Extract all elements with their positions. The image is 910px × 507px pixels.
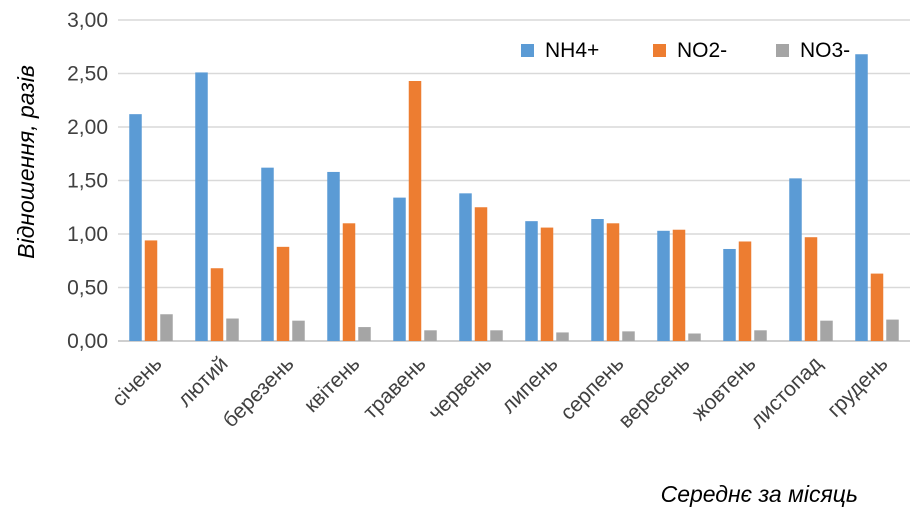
bar-NH4+-січень — [129, 114, 142, 341]
bar-NO2--червень — [474, 207, 488, 341]
bar-NH4+-травень — [393, 197, 406, 341]
bar-NH4+-серпень — [591, 219, 604, 341]
x-tick-label: травень — [359, 352, 431, 424]
bar-NO2--лютий — [210, 268, 224, 341]
x-tick-label: лютий — [173, 352, 232, 411]
bar-NO2--вересень — [672, 229, 686, 341]
bar-NH4+-грудень — [855, 54, 868, 342]
bar-NO2--серпень — [606, 223, 620, 341]
bar-NO3--лютий — [226, 318, 239, 341]
y-tick-label: 2,50 — [67, 63, 108, 86]
y-tick-label: 2,00 — [67, 116, 108, 139]
y-tick-labels: 0,00 0,50 1,00 1,50 2,00 2,50 3,00 — [67, 9, 108, 353]
y-tick-label: 0,50 — [67, 277, 108, 300]
bar-NO3--березень — [292, 320, 305, 341]
y-tick-label: 3,00 — [67, 9, 108, 32]
y-axis-title: Відношення, разів — [13, 65, 39, 259]
bar-NO3--травень — [424, 330, 437, 341]
y-tick-label: 1,00 — [67, 223, 108, 246]
x-tick-label: січень — [108, 352, 167, 411]
legend-swatch — [521, 44, 534, 57]
bar-NH4+-березень — [261, 167, 274, 341]
y-tick-label: 1,50 — [67, 170, 108, 193]
bar-NO2--грудень — [870, 273, 884, 341]
x-tick-label: березень — [219, 352, 299, 432]
bar-NO2--квітень — [342, 223, 356, 341]
bar-NO2--липень — [540, 227, 554, 341]
bar-NO3--жовтень — [754, 330, 767, 341]
x-tick-label: грудень — [823, 352, 893, 422]
bar-NO2--травень — [408, 80, 422, 342]
bar-NH4+-липень — [525, 221, 538, 341]
bar-NO3--листопад — [820, 320, 833, 341]
gridlines — [118, 19, 910, 342]
legend-label: NO3- — [800, 39, 850, 62]
legend-label: NO2- — [677, 39, 727, 62]
bar-NO3--липень — [556, 332, 569, 341]
bar-NH4+-жовтень — [723, 248, 736, 341]
y-tick-label: 0,00 — [67, 330, 108, 353]
bar-NO3--вересень — [688, 333, 701, 341]
bar-NO2--січень — [144, 240, 158, 341]
bars — [129, 54, 899, 342]
bar-NH4+-червень — [459, 193, 472, 341]
bar-NO3--грудень — [886, 319, 899, 341]
bar-NO2--березень — [276, 246, 290, 341]
x-tick-label: липень — [497, 352, 563, 418]
bar-NH4+-листопад — [789, 178, 802, 341]
legend: NH4+ NO2- NO3- — [521, 39, 850, 62]
bar-NH4+-вересень — [657, 230, 670, 341]
bar-NO3--червень — [490, 330, 503, 341]
x-tick-label: квітень — [300, 352, 365, 417]
bar-NO3--серпень — [622, 331, 635, 341]
bar-NO3--січень — [160, 314, 173, 341]
bar-NH4+-лютий — [195, 72, 208, 342]
legend-swatch — [653, 44, 666, 57]
x-tick-label: листопад — [746, 352, 827, 433]
legend-label: NH4+ — [545, 39, 599, 62]
x-tick-label: червень — [424, 352, 496, 424]
bar-NO2--листопад — [804, 237, 818, 341]
x-axis-title: Середнє за місяць — [661, 481, 858, 507]
bar-NH4+-квітень — [327, 171, 340, 341]
legend-swatch — [776, 44, 789, 57]
x-tick-label: вересень — [614, 352, 694, 432]
bar-NO3--квітень — [358, 327, 371, 341]
bar-NO2--жовтень — [738, 241, 752, 341]
